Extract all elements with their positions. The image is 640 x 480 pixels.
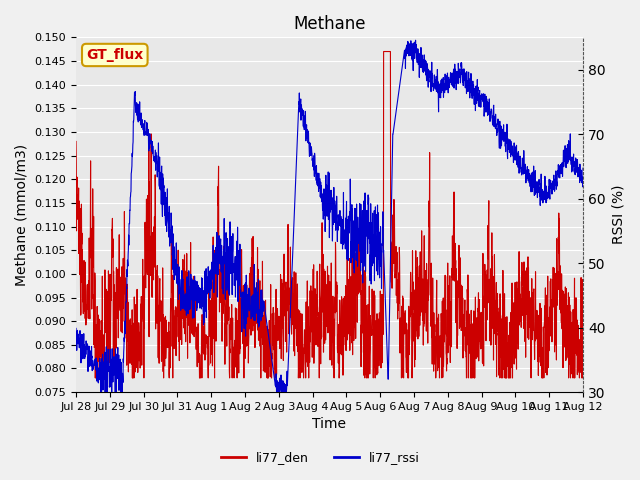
Y-axis label: RSSI (%): RSSI (%)	[611, 185, 625, 244]
Text: GT_flux: GT_flux	[86, 48, 143, 62]
X-axis label: Time: Time	[312, 418, 346, 432]
Legend: li77_den, li77_rssi: li77_den, li77_rssi	[216, 446, 424, 469]
Y-axis label: Methane (mmol/m3): Methane (mmol/m3)	[15, 144, 29, 286]
Title: Methane: Methane	[293, 15, 365, 33]
